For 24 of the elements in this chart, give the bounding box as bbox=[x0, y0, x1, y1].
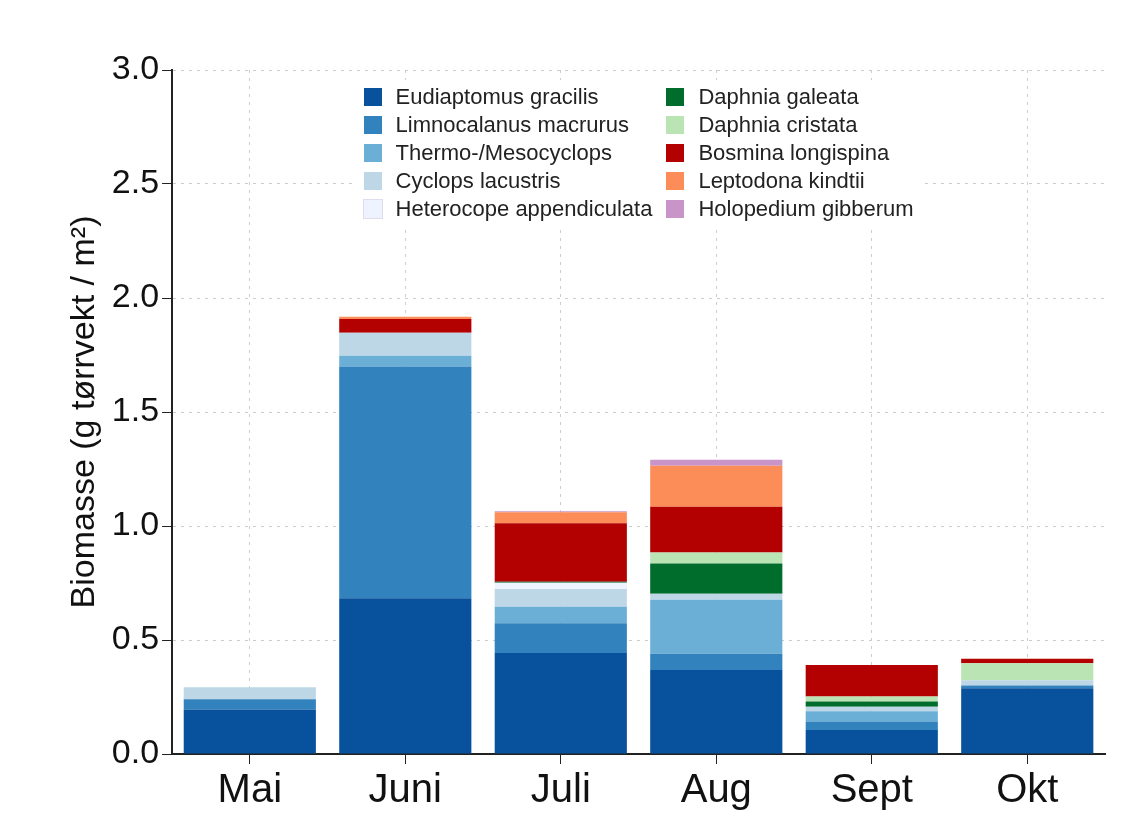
legend-label: Daphnia cristata bbox=[698, 112, 858, 138]
legend-label: Bosmina longispina bbox=[698, 140, 890, 166]
legend-label: Daphnia galeata bbox=[698, 84, 859, 110]
x-tick-label: Aug bbox=[680, 766, 752, 811]
legend-label: Heterocope appendiculata bbox=[395, 196, 653, 222]
y-tick-label: 2.5 bbox=[111, 162, 160, 201]
legend-label: Eudiaptomus gracilis bbox=[395, 84, 599, 110]
x-tick-label: Juli bbox=[530, 766, 591, 811]
legend-label: Leptodona kindtii bbox=[698, 168, 865, 194]
y-tick-label: 1.0 bbox=[111, 504, 160, 543]
x-tick-label: Mai bbox=[217, 766, 283, 811]
y-axis-title: Biomasse (g tørrvekt / m²) bbox=[62, 215, 101, 609]
y-tick-label: 3.0 bbox=[111, 48, 160, 87]
x-tick-label: Juni bbox=[368, 766, 442, 811]
x-tick-label: Okt bbox=[996, 766, 1059, 811]
legend-label: Holopedium gibberum bbox=[698, 196, 914, 222]
legend-label: Cyclops lacustris bbox=[395, 168, 561, 194]
y-tick-label: 2.0 bbox=[111, 276, 160, 315]
x-tick-label: Sept bbox=[830, 766, 913, 811]
legend-label: Thermo-/Mesocyclops bbox=[395, 140, 612, 166]
y-tick-label: 0.0 bbox=[111, 732, 160, 771]
legend-label: Limnocalanus macrurus bbox=[395, 112, 630, 138]
y-tick-label: 0.5 bbox=[111, 618, 160, 657]
y-tick-label: 1.5 bbox=[111, 390, 160, 429]
